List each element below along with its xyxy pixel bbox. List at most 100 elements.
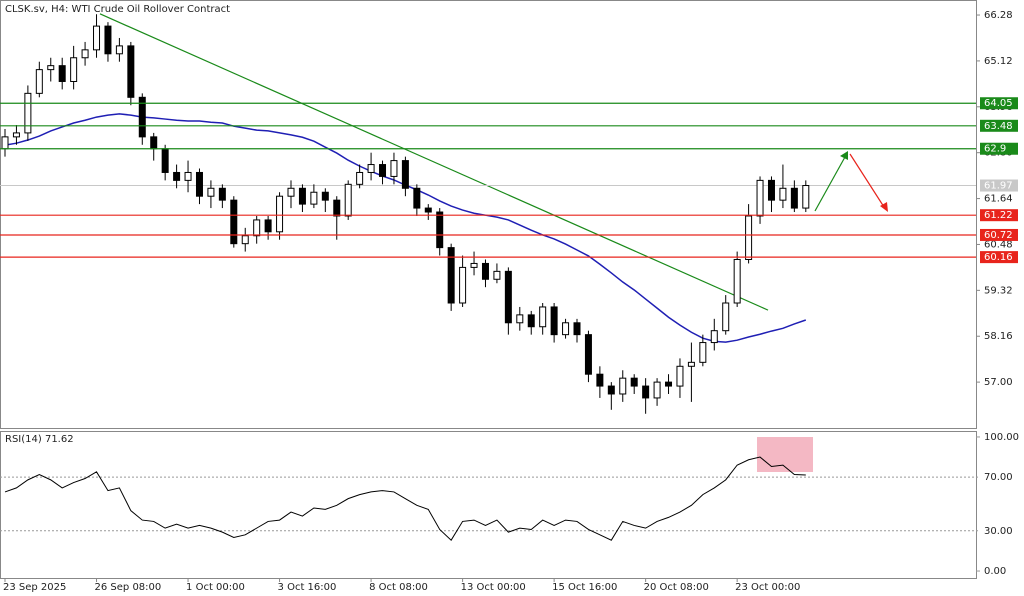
candle-body bbox=[93, 25, 101, 51]
rsi-tick-label: 100.00 bbox=[984, 432, 1019, 443]
candle-body bbox=[665, 381, 673, 387]
candle-body bbox=[218, 187, 226, 201]
candle-body bbox=[310, 191, 318, 205]
candle-body bbox=[481, 262, 489, 280]
candle-body bbox=[516, 314, 524, 324]
candle-body bbox=[104, 25, 112, 55]
up-arrow-head bbox=[840, 151, 848, 160]
x-tick-label: 26 Sep 08:00 bbox=[95, 582, 162, 593]
y-tick-label: 58.16 bbox=[984, 331, 1013, 342]
rsi-tick-label: 30.00 bbox=[984, 526, 1013, 537]
candle-body bbox=[584, 334, 592, 375]
candle-body bbox=[699, 342, 707, 363]
x-tick-label: 23 Oct 00:00 bbox=[735, 582, 800, 593]
rsi-line bbox=[4, 456, 806, 541]
candle-body bbox=[70, 57, 78, 82]
candle-body bbox=[642, 385, 650, 399]
candle-body bbox=[493, 270, 501, 280]
y-tick-label: 61.64 bbox=[984, 194, 1013, 205]
candle-body bbox=[298, 187, 306, 205]
candle-body bbox=[790, 187, 798, 209]
trendline bbox=[99, 13, 769, 311]
candle-body bbox=[184, 171, 192, 181]
candle-body bbox=[413, 187, 421, 209]
level-label-box bbox=[980, 97, 1018, 110]
x-tick-label: 1 Oct 00:00 bbox=[186, 582, 245, 593]
candle-body bbox=[710, 330, 718, 344]
candle-body bbox=[379, 164, 387, 177]
candle-body bbox=[630, 377, 638, 387]
rsi-tick-label: 0.00 bbox=[984, 566, 1006, 577]
candle-body bbox=[12, 132, 20, 138]
candle-body bbox=[573, 322, 581, 336]
candle-body bbox=[596, 373, 604, 387]
candle-body bbox=[150, 136, 158, 150]
candle-body bbox=[756, 179, 764, 217]
y-tick-label: 60.48 bbox=[984, 239, 1013, 250]
candle-body bbox=[619, 377, 627, 395]
candle-body bbox=[436, 211, 444, 249]
candle-body bbox=[367, 164, 375, 173]
x-tick-label: 13 Oct 00:00 bbox=[461, 582, 526, 593]
level-label: 64.05 bbox=[984, 98, 1013, 109]
candle-body bbox=[58, 65, 66, 82]
x-tick-label: 8 Oct 08:00 bbox=[369, 582, 428, 593]
candle-body bbox=[344, 183, 352, 217]
candle-body bbox=[115, 45, 123, 55]
candle-body bbox=[676, 365, 684, 387]
level-label-box bbox=[980, 209, 1018, 222]
y-tick-label: 66.28 bbox=[984, 10, 1013, 21]
candle-body bbox=[722, 302, 730, 332]
down-arrow bbox=[849, 153, 885, 208]
candle-body bbox=[447, 247, 455, 304]
marks: 57.0058.1659.3260.4861.6462.8063.9665.12… bbox=[0, 10, 1019, 593]
down-arrow-head bbox=[880, 202, 888, 212]
candle-body bbox=[390, 160, 398, 177]
x-tick-label: 23 Sep 2025 bbox=[3, 582, 66, 593]
candle-body bbox=[276, 195, 284, 233]
candle-body bbox=[253, 219, 261, 237]
candle-body bbox=[607, 385, 615, 395]
candle-body bbox=[333, 199, 341, 217]
candle-body bbox=[195, 171, 203, 197]
candle-body bbox=[687, 361, 695, 367]
price-pane bbox=[0, 0, 977, 429]
candle-body bbox=[35, 69, 43, 94]
candle-body bbox=[356, 171, 364, 185]
candle-body bbox=[767, 179, 775, 201]
candle-body bbox=[138, 96, 146, 138]
last-price-box bbox=[980, 179, 1018, 192]
candle-body bbox=[127, 45, 135, 98]
candle-body bbox=[802, 185, 810, 209]
candle-body bbox=[161, 148, 169, 173]
candle-body bbox=[24, 92, 32, 134]
y-tick-label: 57.00 bbox=[984, 377, 1013, 388]
candle-body bbox=[779, 187, 787, 201]
candle-body bbox=[470, 262, 478, 268]
y-tick-label: 59.32 bbox=[984, 285, 1013, 296]
rsi-highlight-box bbox=[757, 437, 813, 472]
up-arrow bbox=[814, 156, 846, 212]
level-label: 60.16 bbox=[984, 252, 1013, 263]
candle-body bbox=[241, 235, 249, 245]
candle-body bbox=[733, 258, 741, 304]
candle-body bbox=[264, 219, 272, 233]
level-label: 60.72 bbox=[984, 230, 1013, 241]
level-label-box bbox=[980, 142, 1018, 155]
candle-body bbox=[287, 187, 295, 197]
rsi-tick-label: 70.00 bbox=[984, 472, 1013, 483]
y-tick-label: 65.12 bbox=[984, 56, 1013, 67]
candle-body bbox=[550, 306, 558, 336]
x-tick-label: 15 Oct 16:00 bbox=[552, 582, 617, 593]
candle-body bbox=[459, 266, 467, 304]
candle-body bbox=[424, 207, 432, 213]
level-label: 62.9 bbox=[984, 144, 1006, 155]
level-label-box bbox=[980, 251, 1018, 264]
level-label-box bbox=[980, 228, 1018, 241]
candle-body bbox=[47, 65, 55, 71]
projection-arrows bbox=[814, 151, 888, 212]
candle-body bbox=[230, 199, 238, 245]
candle-body bbox=[207, 187, 215, 197]
